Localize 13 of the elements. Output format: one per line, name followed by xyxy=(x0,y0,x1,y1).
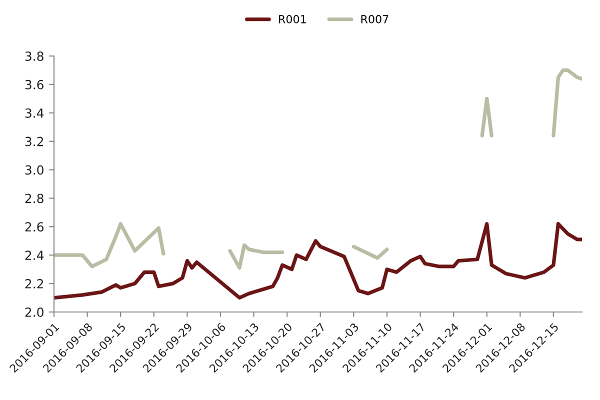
y-tick-label: 2.0 xyxy=(25,307,44,317)
y-tick-label: 2.4 xyxy=(25,250,44,260)
y-tick-label: 3.6 xyxy=(25,80,44,90)
y-tick-label: 2.2 xyxy=(25,279,44,288)
y-tick-label: 3.2 xyxy=(25,136,44,146)
y-tick-label: 2.8 xyxy=(25,194,44,204)
y-tick-label: 2.6 xyxy=(25,222,44,232)
y-tick-label: 3.8 xyxy=(25,51,44,61)
line-series xyxy=(54,222,582,300)
y-tick-label: 3.4 xyxy=(25,108,44,118)
y-tick-label: 3.0 xyxy=(25,165,44,175)
legend-label: R007 xyxy=(361,14,388,24)
legend-label: R001 xyxy=(279,14,306,24)
